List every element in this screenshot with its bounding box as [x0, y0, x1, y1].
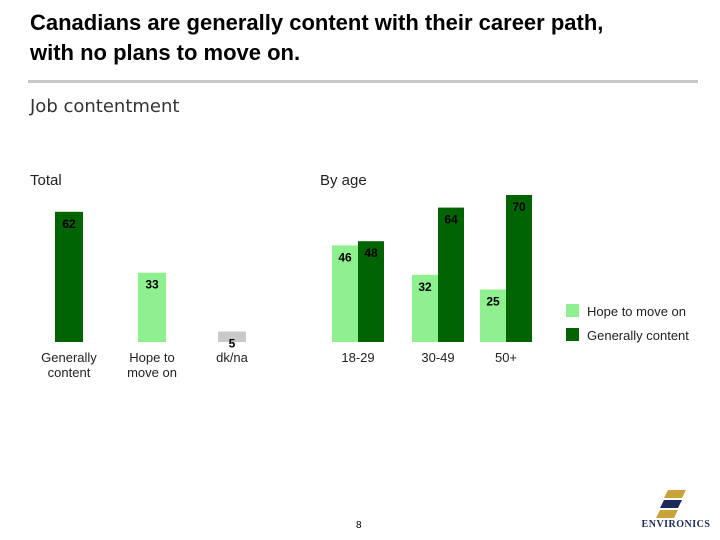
category-label-age-50: 50+ — [495, 350, 517, 365]
bar-hope-to-move-on-18-29 — [332, 245, 358, 342]
bar-generally-content-50 — [506, 195, 532, 342]
subtitle: Job contentment — [30, 96, 180, 117]
page-number: 8 — [356, 520, 362, 531]
bar-generally-content-30-49 — [438, 207, 464, 342]
value-label-total-dk-na: 5 — [229, 337, 236, 351]
value-label-hope-to-move-on-50: 25 — [486, 295, 500, 309]
logo-mark-icon — [656, 490, 686, 518]
value-label-hope-to-move-on-18-29: 46 — [338, 250, 352, 264]
bar-generally-content-18-29 — [358, 241, 384, 342]
title-line-2: with no plans to move on. — [30, 40, 301, 65]
environics-logo: ENVIRONICS — [638, 488, 714, 536]
value-label-generally-content-18-29: 48 — [364, 246, 378, 260]
value-label-total-generally-content: 62 — [62, 217, 76, 231]
bar-hope-to-move-on-50 — [480, 289, 506, 342]
category-label-age-18-29: 18-29 — [341, 350, 374, 365]
legend-label-hope-to-move-on: Hope to move on — [587, 304, 686, 319]
category-label-total-generally-content-line-1: Generally — [41, 350, 97, 365]
value-label-generally-content-50: 70 — [512, 200, 526, 214]
value-label-hope-to-move-on-30-49: 32 — [418, 280, 432, 294]
title-line-1: Canadians are generally content with the… — [30, 10, 604, 35]
legend-swatch-generally-content — [566, 328, 579, 341]
category-label-age-30-49: 30-49 — [421, 350, 454, 365]
category-label-total-generally-content-line-2: content — [48, 365, 91, 380]
legend-swatch-hope-to-move-on — [566, 304, 579, 317]
legend-label-generally-content: Generally content — [587, 328, 689, 343]
category-label-total-hope-to-move-on-line-2: move on — [127, 365, 177, 380]
bar-hope-to-move-on-30-49 — [412, 274, 438, 342]
value-label-total-hope-to-move-on: 33 — [145, 278, 159, 292]
bar-total-generally-content — [55, 211, 83, 342]
title-divider — [28, 80, 698, 83]
category-label-total-hope-to-move-on-line-1: Hope to — [129, 350, 175, 365]
total-section-label: Total — [30, 172, 62, 189]
bar-total-dk-na — [218, 331, 246, 342]
category-label-total-dk-na: dk/na — [216, 350, 249, 365]
page-title: Canadians are generally content with the… — [30, 8, 700, 68]
bar-total-hope-to-move-on — [138, 272, 166, 342]
by-age-section-label: By age — [320, 172, 367, 189]
value-label-generally-content-30-49: 64 — [444, 213, 458, 227]
logo-text: ENVIRONICS — [641, 519, 711, 530]
